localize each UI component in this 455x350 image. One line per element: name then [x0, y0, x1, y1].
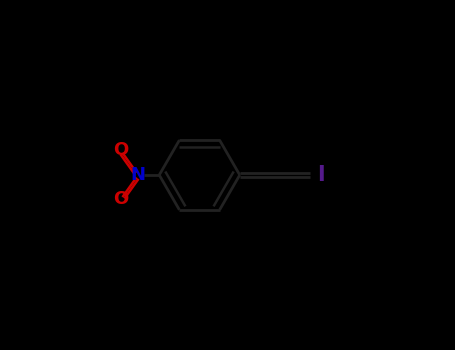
Text: O: O [113, 190, 128, 209]
Text: O: O [113, 141, 128, 160]
Text: I: I [317, 165, 324, 185]
Text: N: N [131, 166, 146, 184]
